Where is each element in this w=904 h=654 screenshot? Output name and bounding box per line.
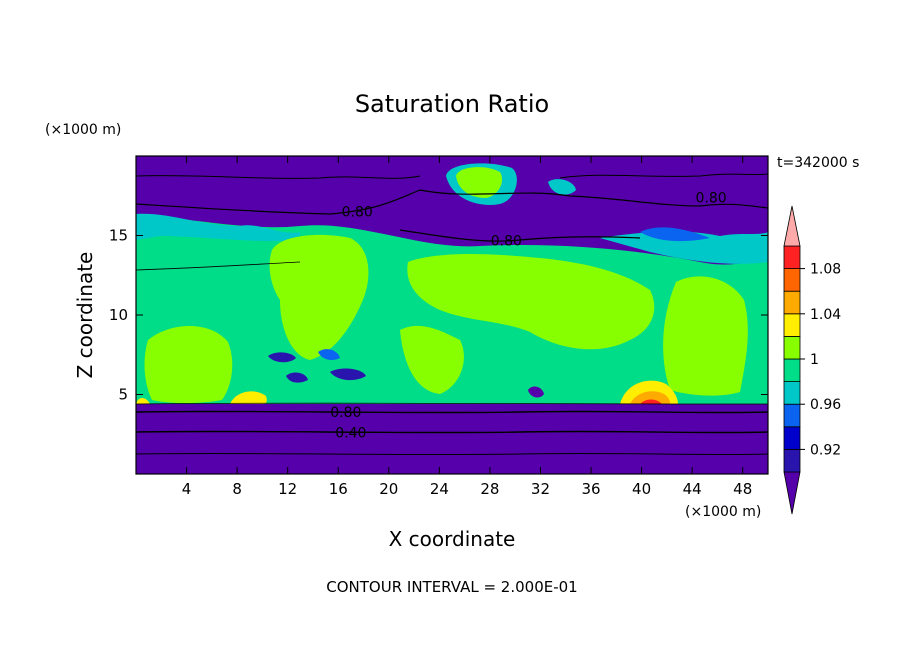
hotspot-left: [230, 391, 267, 404]
colorbar: 0.92 0.96 1 1.04 1.08: [783, 205, 841, 515]
colorbar-segment: [783, 268, 801, 292]
cloud-region-d: [663, 276, 748, 396]
colorbar-low-extension: [783, 471, 801, 515]
x-tick-label: 12: [278, 480, 297, 498]
contour-label: 0.80: [342, 205, 373, 221]
contour-label: 0.80: [696, 190, 727, 206]
cloud-region-c: [400, 325, 464, 394]
colorbar-segment: [783, 245, 801, 270]
x-tick-label: 16: [329, 480, 348, 498]
x-tick-label: 36: [581, 480, 600, 498]
upper-cloud-core: [456, 167, 503, 198]
upper-cloud-small: [548, 179, 576, 195]
y-axis-label: Z coordinate: [73, 252, 97, 379]
dry-patch-5: [318, 349, 340, 360]
contour-label: 0.80: [491, 233, 522, 249]
colorbar-segment: [783, 426, 801, 450]
contour-upper-3: [399, 229, 641, 242]
colorbar-high-extension: [783, 205, 801, 247]
x-tick-label: 4: [182, 480, 192, 498]
contour-label: 0.80: [330, 405, 361, 421]
time-label: t=342000 s: [777, 155, 859, 171]
x-tick-label: 48: [733, 480, 752, 498]
colorbar-segment: [783, 358, 801, 383]
cloud-region-e: [144, 326, 233, 403]
footer-note: CONTOUR INTERVAL = 2.000E-01: [326, 578, 577, 596]
colorbar-segment: [783, 403, 801, 428]
colorbar-segment: [783, 335, 801, 360]
colorbar-tick-label: 0.96: [810, 397, 841, 413]
y-unit-label: (×1000 m): [45, 122, 121, 138]
cloud-region-b: [407, 254, 655, 350]
plot-area: 0.80 0.80 0.80 0.80 0.40: [136, 156, 768, 474]
contour-lower-3: [136, 452, 768, 456]
colorbar-tick-label: 1: [810, 352, 819, 368]
contour-cloud-outline: [136, 261, 768, 405]
colorbar-segment: [783, 313, 801, 337]
hotspot-edge: [136, 398, 150, 404]
dry-patch-2: [330, 368, 366, 381]
colorbar-tick-label: 1.04: [810, 307, 841, 323]
hotspot-right-orange: [630, 391, 670, 404]
x-tick-label: 44: [683, 480, 702, 498]
lower-dry-layer: [136, 404, 768, 474]
contour-label: 0.40: [335, 426, 366, 442]
dry-patch-3: [286, 372, 308, 383]
x-tick-label: 32: [531, 480, 550, 498]
hotspot-right-red: [640, 399, 662, 404]
x-tick-label: 20: [379, 480, 398, 498]
y-tick-label: 15: [109, 227, 128, 245]
colorbar-segment: [783, 290, 801, 315]
field-cyan-band: [136, 213, 300, 242]
field-blue-patch: [640, 227, 710, 242]
contour-lower-2: [136, 430, 768, 434]
y-tick-label: 5: [118, 386, 128, 404]
x-tick-label: 28: [480, 480, 499, 498]
x-tick-label: 24: [430, 480, 449, 498]
x-tick-label: 40: [632, 480, 651, 498]
x-tick-label: 8: [232, 480, 242, 498]
contour-upper-1: [136, 189, 768, 215]
cloud-region-a: [269, 234, 369, 360]
y-tick-label: 10: [109, 306, 128, 324]
field-cyan-band-right: [600, 231, 768, 264]
contour-labels: 0.80 0.80 0.80 0.80 0.40: [330, 190, 726, 441]
colorbar-segment: [783, 448, 801, 473]
colorbar-tick-label: 0.92: [810, 442, 841, 458]
colorbar-tick-label: 1.08: [810, 262, 841, 278]
contour-upper-2: [136, 173, 768, 179]
colorbar-segment: [783, 381, 801, 405]
x-unit-label: (×1000 m): [685, 504, 761, 520]
dry-patch-4: [528, 386, 544, 398]
dry-patch-1: [268, 352, 296, 363]
contour-lower-1: [136, 410, 768, 414]
chart-title: Saturation Ratio: [355, 90, 549, 118]
x-axis-label: X coordinate: [389, 527, 516, 551]
